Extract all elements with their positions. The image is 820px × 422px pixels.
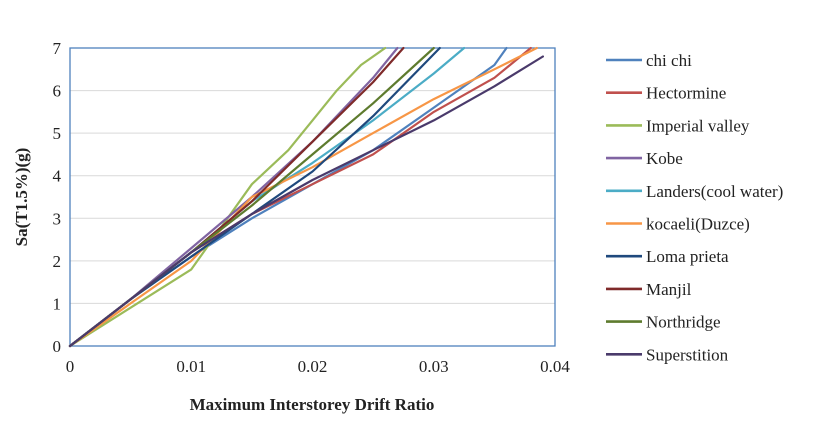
legend-label-manjil: Manjil [646, 280, 692, 299]
y-tick-label: 5 [53, 124, 62, 143]
gridlines [70, 90, 555, 304]
y-axis-title: Sa(T1.5%)(g) [12, 148, 31, 247]
plot-area-border [69, 47, 556, 347]
legend-label-loma-prieta: Loma prieta [646, 247, 729, 266]
series-line-kobe [68, 46, 399, 348]
x-tick-label: 0 [66, 357, 75, 376]
y-tick-label: 4 [53, 167, 62, 186]
y-tick-label: 2 [53, 252, 62, 271]
legend-label-imperial-valley: Imperial valley [646, 116, 750, 135]
legend-label-landers-cool-water: Landers(cool water) [646, 182, 783, 201]
x-tick-label: 0.01 [176, 357, 206, 376]
legend-label-chi-chi: chi chi [646, 51, 692, 70]
legend: chi chi Hectormine Imperial valley Kobe Land… [606, 51, 783, 364]
x-tick-label: 0.04 [540, 357, 570, 376]
y-tick-label: 1 [53, 294, 62, 313]
series-line-manjil [68, 46, 405, 348]
series-line-imperial-valley [68, 46, 387, 348]
y-tick-label: 6 [53, 82, 62, 101]
y-axis-ticks: 0 1 2 3 4 5 6 7 [53, 39, 62, 356]
series-line-superstition [68, 55, 545, 348]
legend-label-northridge: Northridge [646, 313, 721, 332]
legend-label-superstition: Superstition [646, 345, 729, 364]
legend-label-kocaeli-duzce: kocaeli(Duzce) [646, 215, 750, 234]
x-tick-label: 0.03 [419, 357, 449, 376]
y-tick-label: 7 [53, 39, 62, 58]
legend-label-kobe: Kobe [646, 149, 683, 168]
y-tick-label: 3 [53, 209, 62, 228]
x-tick-label: 0.02 [298, 357, 328, 376]
series-lines [68, 46, 545, 348]
y-tick-label: 0 [53, 337, 62, 356]
x-axis-title: Maximum Interstorey Drift Ratio [190, 395, 435, 414]
x-axis-ticks: 0 0.01 0.02 0.03 0.04 [66, 357, 571, 376]
legend-label-hectormine: Hectormine [646, 84, 726, 103]
series-line-kocaeli-duzce [68, 46, 538, 348]
